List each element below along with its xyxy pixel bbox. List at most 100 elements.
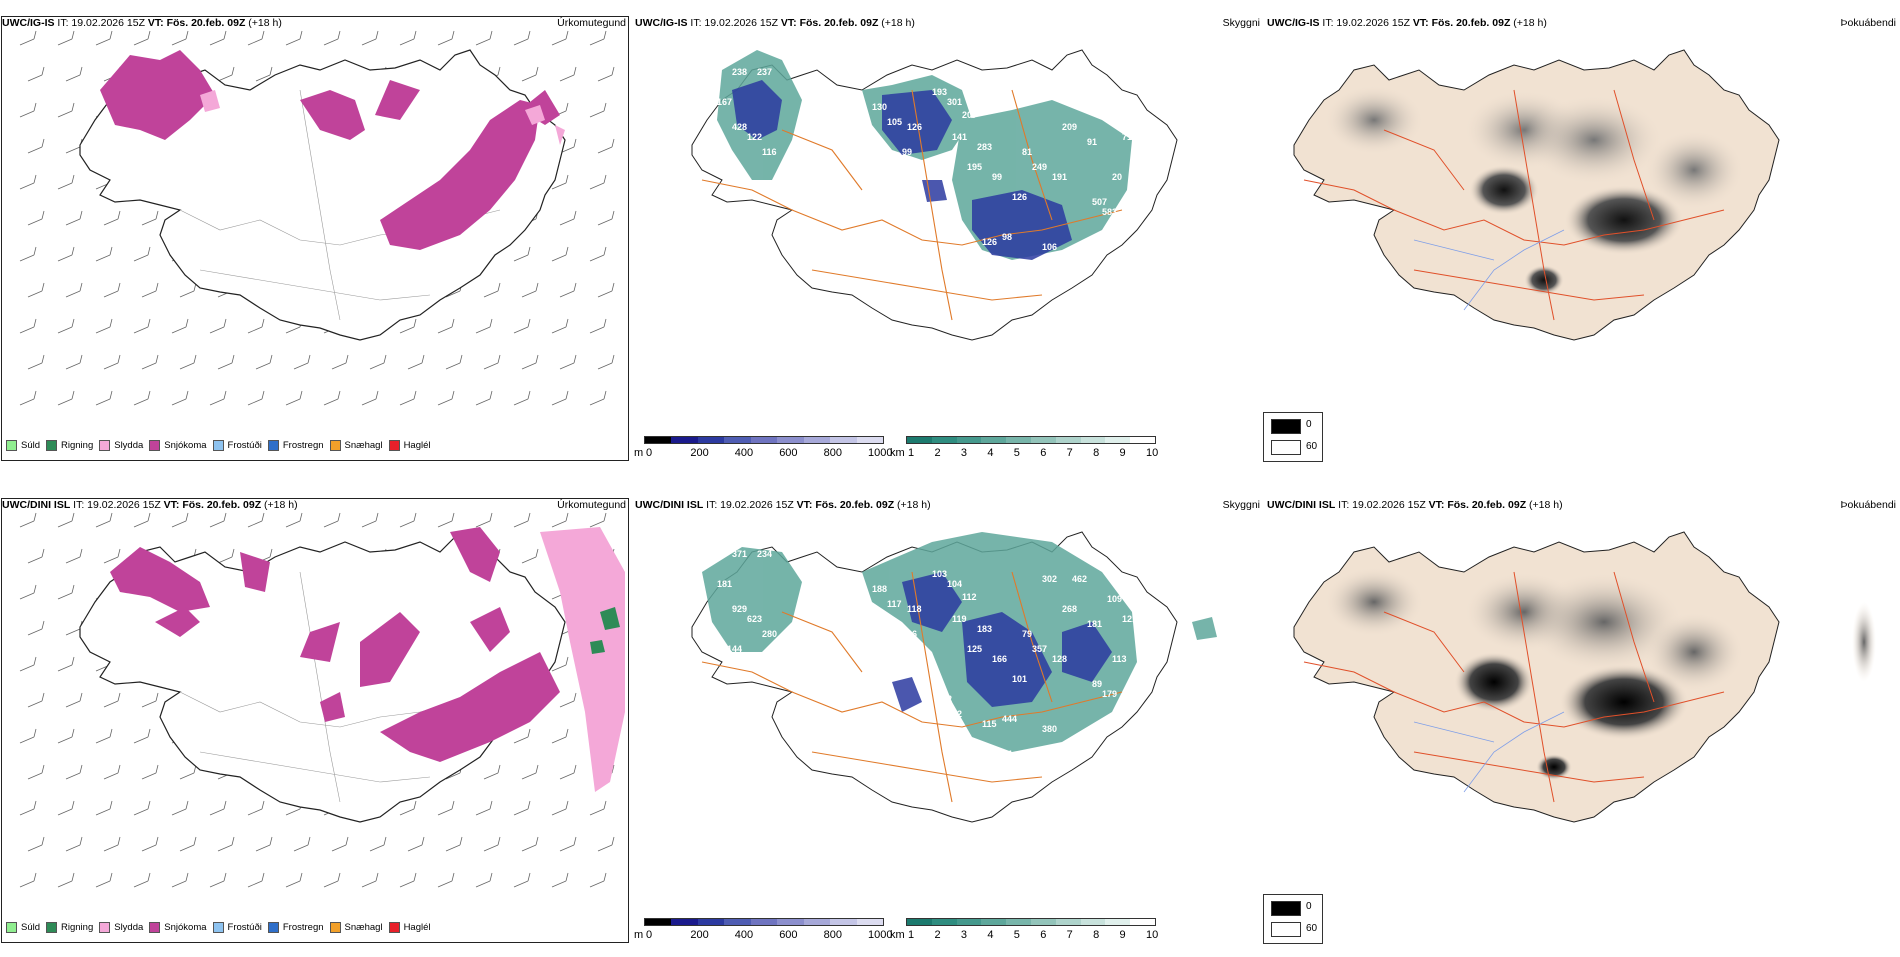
wind-barb [171, 872, 189, 888]
roads [701, 571, 1123, 803]
wind-barb [521, 764, 539, 780]
colorbar-segment [671, 437, 698, 443]
wind-barb [27, 138, 45, 154]
visibility-value-label: 89 [1092, 679, 1102, 689]
wind-barb [475, 872, 493, 888]
colorbar-segment [750, 919, 778, 925]
wind-barb [133, 728, 151, 744]
wind-barb [475, 800, 493, 816]
legend-label: Frostúði [227, 440, 262, 452]
colorbar-tick: 8 [1093, 929, 1100, 941]
panel-title: UWC/IG-IS IT: 19.02.2026 15Z VT: Fös. 20… [635, 17, 915, 29]
wind-barb [437, 872, 455, 888]
wind-barb [133, 872, 151, 888]
wind-barb [179, 354, 197, 370]
wind-barb [141, 764, 159, 780]
wind-barb [27, 836, 45, 852]
legend-swatch [46, 440, 58, 451]
legend-item-haglél: Haglél [388, 922, 431, 933]
fog-label-60: 60 [1306, 923, 1318, 934]
wind-barb [19, 584, 37, 600]
blue-vis-areas [892, 572, 1112, 712]
colorbar-segment [830, 437, 857, 443]
wind-barb [399, 318, 417, 334]
colorbar-segment [1055, 437, 1081, 443]
wind-barb [95, 246, 113, 262]
visibility-value-label: 181 [717, 579, 732, 589]
wind-barb [103, 548, 121, 564]
colorbar-tick: 3 [960, 447, 967, 459]
colorbar-tick: 10 [1146, 447, 1159, 459]
visibility-value-label: 141 [952, 132, 967, 142]
vis-m-colorbar: m 0 200 400 600 800 1000 [634, 436, 892, 460]
colorbar-segment [830, 919, 857, 925]
colorbar-tick: 1000 [868, 929, 893, 941]
colorbar-segment [956, 437, 982, 443]
wind-barb [437, 390, 455, 406]
fog-label-60: 60 [1306, 441, 1318, 452]
wind-barb [209, 30, 227, 46]
wind-barb [521, 66, 539, 82]
wind-barb [331, 354, 349, 370]
colorbar-segment [907, 437, 932, 443]
wind-barb [209, 872, 227, 888]
wind-barb [521, 548, 539, 564]
wind-barb [65, 836, 83, 852]
vis-m-colorbar: m 0 200 400 600 800 1000 [634, 918, 892, 942]
legend-swatch [267, 922, 279, 933]
wind-barb [103, 836, 121, 852]
wind-barb [513, 512, 531, 528]
colorbar-tick: 5 [1013, 929, 1020, 941]
wind-barb [27, 620, 45, 636]
wind-barb [95, 30, 113, 46]
visibility-value-label: 380 [1042, 724, 1057, 734]
colorbar-segment [1030, 919, 1056, 925]
legend-label: Snæhagl [344, 922, 383, 934]
wind-barb [19, 656, 37, 672]
wind-barb [285, 872, 303, 888]
panel-type-label: Úrkomutegund [557, 17, 626, 29]
unit-label: km [890, 929, 905, 941]
wind-barb [247, 30, 265, 46]
colorbar-segment [856, 919, 883, 925]
visibility-value-label: 283 [977, 142, 992, 152]
wind-barb [247, 800, 265, 816]
wind-barb [369, 354, 387, 370]
legend-swatch [149, 440, 161, 451]
fog-label-0: 0 [1306, 901, 1312, 912]
legend-swatch [212, 440, 224, 451]
visibility-value-label: 125 [967, 644, 982, 654]
wind-barb [57, 246, 75, 262]
wind-barb [513, 318, 531, 334]
wind-barb [27, 764, 45, 780]
precip-type-panel: UWC/DINI ISL IT: 19.02.2026 15Z VT: Fös.… [0, 482, 632, 957]
wind-barb [57, 656, 75, 672]
wind-barb [57, 872, 75, 888]
colorbar-segment [1105, 437, 1131, 443]
wind-barb [589, 800, 607, 816]
visibility-value-label: 91 [1087, 137, 1097, 147]
panel-type-label: Skyggni [1222, 17, 1260, 29]
wind-barb [445, 836, 463, 852]
wind-barb [589, 318, 607, 334]
colorbar-tick: 9 [1119, 929, 1126, 941]
fog-legend: 0 60 [1263, 894, 1323, 944]
visibility-value-label: 121 [1122, 614, 1137, 624]
visibility-value-label: 130 [872, 102, 887, 112]
fog-swatch-black [1271, 901, 1301, 916]
wind-barb [57, 174, 75, 190]
wind-barb [483, 836, 501, 852]
wind-barb [521, 354, 539, 370]
visibility-value-label: 109 [1107, 594, 1122, 604]
wind-barb [589, 174, 607, 190]
visibility-value-label: 181 [1087, 619, 1102, 629]
wind-barb [27, 282, 45, 298]
visibility-value-label: 136 [902, 629, 917, 639]
colorbar-segment [1030, 437, 1056, 443]
visibility-value-label: 21 [1137, 629, 1147, 639]
legend-label: Frostúði [227, 922, 262, 934]
wind-barb [445, 354, 463, 370]
wind-barb [209, 512, 227, 528]
colorbar-segment [981, 919, 1007, 925]
colorbar-segment [645, 919, 672, 925]
